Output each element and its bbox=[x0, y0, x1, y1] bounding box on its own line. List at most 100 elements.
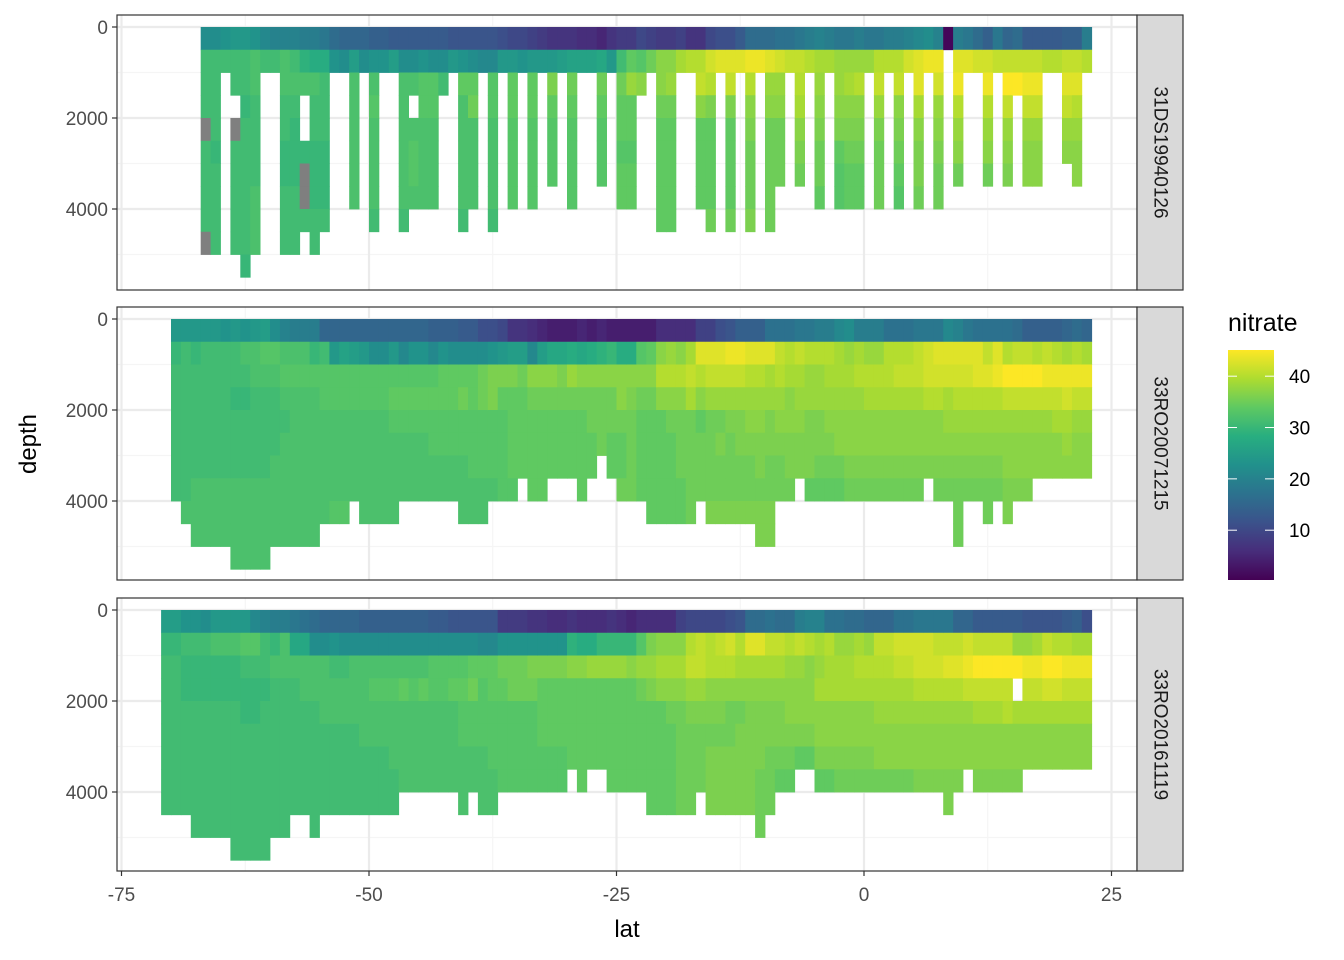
tile bbox=[369, 678, 380, 702]
tile bbox=[378, 501, 390, 525]
tile bbox=[596, 95, 607, 119]
tile bbox=[260, 701, 271, 725]
tile bbox=[418, 72, 429, 96]
tile bbox=[190, 478, 202, 502]
tile bbox=[428, 27, 439, 51]
tile bbox=[319, 632, 330, 656]
tile bbox=[359, 49, 370, 73]
tile bbox=[1042, 455, 1053, 479]
tile bbox=[260, 655, 271, 679]
tile bbox=[398, 455, 409, 479]
tile bbox=[1012, 410, 1023, 434]
tile bbox=[844, 319, 855, 343]
tile bbox=[992, 632, 1003, 656]
tile bbox=[369, 769, 380, 793]
tile bbox=[695, 319, 706, 343]
tile bbox=[1002, 678, 1013, 702]
tile bbox=[1052, 387, 1063, 411]
tile bbox=[705, 27, 716, 51]
tile bbox=[725, 792, 736, 816]
tile bbox=[656, 72, 667, 96]
tile bbox=[567, 455, 578, 479]
tile bbox=[408, 49, 419, 73]
tile bbox=[774, 478, 786, 502]
tile bbox=[873, 186, 885, 210]
tile bbox=[666, 341, 677, 365]
tile bbox=[923, 410, 934, 434]
tile bbox=[834, 769, 845, 793]
tile bbox=[1071, 319, 1083, 343]
tile bbox=[567, 186, 578, 210]
tile bbox=[606, 364, 617, 388]
tile bbox=[171, 655, 182, 679]
tile bbox=[616, 163, 627, 187]
tile bbox=[725, 95, 736, 119]
tile bbox=[388, 410, 400, 434]
tile bbox=[606, 341, 617, 365]
tile bbox=[992, 610, 1003, 634]
tile bbox=[468, 95, 479, 119]
tile bbox=[309, 140, 320, 164]
tile bbox=[527, 478, 538, 502]
tile bbox=[616, 118, 627, 142]
tile bbox=[646, 410, 657, 434]
tile bbox=[567, 163, 578, 187]
tile bbox=[596, 632, 607, 656]
tile bbox=[260, 455, 271, 479]
tile bbox=[468, 701, 479, 725]
tile bbox=[923, 49, 934, 73]
tile bbox=[438, 478, 449, 502]
tile bbox=[943, 27, 954, 51]
tile bbox=[745, 118, 756, 142]
tile bbox=[260, 319, 271, 343]
tile bbox=[487, 632, 499, 656]
tile bbox=[171, 410, 182, 434]
tile bbox=[220, 814, 231, 838]
tile bbox=[210, 387, 221, 411]
tile bbox=[349, 364, 360, 388]
tile bbox=[477, 410, 489, 434]
tile bbox=[814, 387, 825, 411]
tile bbox=[903, 610, 914, 634]
tile bbox=[854, 364, 865, 388]
tile bbox=[576, 387, 588, 411]
tile bbox=[913, 319, 924, 343]
tile bbox=[992, 27, 1003, 51]
tile bbox=[388, 746, 400, 770]
tile bbox=[576, 364, 588, 388]
tile bbox=[596, 410, 607, 434]
tile bbox=[329, 632, 340, 656]
tile bbox=[289, 163, 301, 187]
tile bbox=[675, 701, 687, 725]
tile bbox=[735, 49, 746, 73]
tile bbox=[329, 27, 340, 51]
tile bbox=[755, 655, 766, 679]
tile bbox=[675, 655, 687, 679]
tile bbox=[270, 523, 281, 547]
tile bbox=[359, 632, 370, 656]
tile bbox=[279, 432, 291, 456]
tile bbox=[309, 364, 320, 388]
tile bbox=[755, 27, 766, 51]
tile bbox=[180, 410, 192, 434]
tile bbox=[210, 432, 221, 456]
tile bbox=[319, 432, 330, 456]
tile bbox=[695, 678, 706, 702]
tile bbox=[646, 364, 657, 388]
tile bbox=[369, 723, 380, 747]
tile bbox=[794, 387, 805, 411]
tile bbox=[1062, 655, 1073, 679]
tile bbox=[953, 319, 964, 343]
tile bbox=[487, 95, 499, 119]
tile bbox=[666, 387, 677, 411]
tile bbox=[477, 432, 489, 456]
tile bbox=[369, 410, 380, 434]
tile bbox=[477, 678, 489, 702]
tile bbox=[596, 72, 607, 96]
tile bbox=[398, 27, 409, 51]
tile bbox=[943, 455, 954, 479]
tile bbox=[656, 49, 667, 73]
tile bbox=[250, 769, 261, 793]
tile bbox=[1052, 678, 1063, 702]
tile bbox=[388, 792, 400, 816]
